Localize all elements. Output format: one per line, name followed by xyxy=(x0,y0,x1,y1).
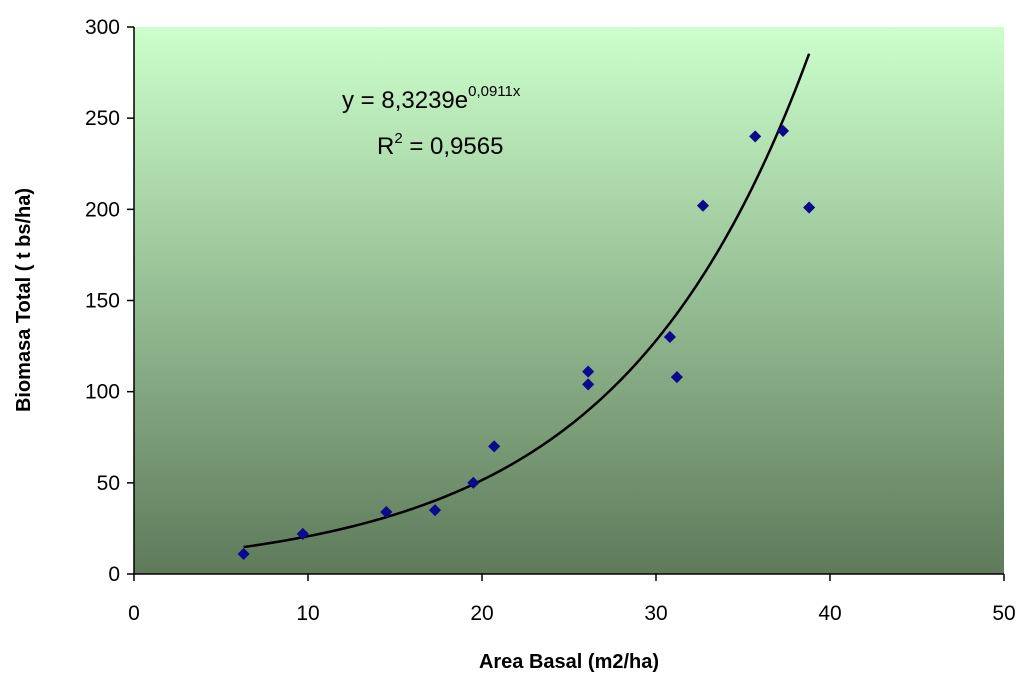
y-tick-label: 300 xyxy=(85,16,120,39)
r-squared-prefix: R xyxy=(377,133,394,160)
data-point xyxy=(803,201,816,214)
data-point xyxy=(776,124,790,137)
data-points xyxy=(237,124,816,561)
y-ticks: 0 50 100 150 200 250 300 xyxy=(85,16,134,586)
data-point xyxy=(749,130,762,143)
y-tick-label: 250 xyxy=(85,107,120,130)
x-ticks: 0 10 20 30 40 50 xyxy=(128,574,1016,625)
r-squared-superscript: 2 xyxy=(394,130,402,147)
x-tick-label: 20 xyxy=(470,602,493,625)
plot-area xyxy=(134,27,1004,574)
trendline xyxy=(243,53,811,549)
data-point xyxy=(663,330,676,344)
x-tick-label: 30 xyxy=(644,602,667,625)
data-point xyxy=(670,371,683,384)
y-tick-label: 50 xyxy=(97,472,120,495)
y-tick-label: 100 xyxy=(85,381,120,404)
y-axis-title: Biomasa Total ( t bs/ha) xyxy=(13,188,35,412)
data-point xyxy=(237,547,250,561)
data-point xyxy=(582,365,595,378)
r-squared-value: = 0,9565 xyxy=(403,133,504,160)
data-point xyxy=(488,440,501,453)
y-tick-label: 150 xyxy=(85,290,120,313)
x-tick-label: 10 xyxy=(296,602,319,625)
data-point xyxy=(428,504,442,517)
y-tick-label: 0 xyxy=(108,563,120,586)
data-point xyxy=(582,378,595,391)
x-tick-label: 0 xyxy=(128,602,140,625)
data-point xyxy=(380,505,393,519)
r-squared: R2 = 0,9565 xyxy=(377,130,503,160)
data-point xyxy=(696,199,710,212)
x-tick-label: 50 xyxy=(992,602,1015,625)
data-point xyxy=(296,527,309,540)
trend-equation: y = 8,3239e0,0911x xyxy=(342,83,521,114)
y-tick-label: 200 xyxy=(85,198,120,221)
x-tick-label: 40 xyxy=(818,602,841,625)
x-axis-title: Area Basal (m2/ha) xyxy=(479,651,659,673)
data-point xyxy=(467,476,480,489)
trend-equation-main: y = 8,3239e xyxy=(342,87,468,114)
trend-equation-exponent: 0,0911x xyxy=(468,83,521,100)
